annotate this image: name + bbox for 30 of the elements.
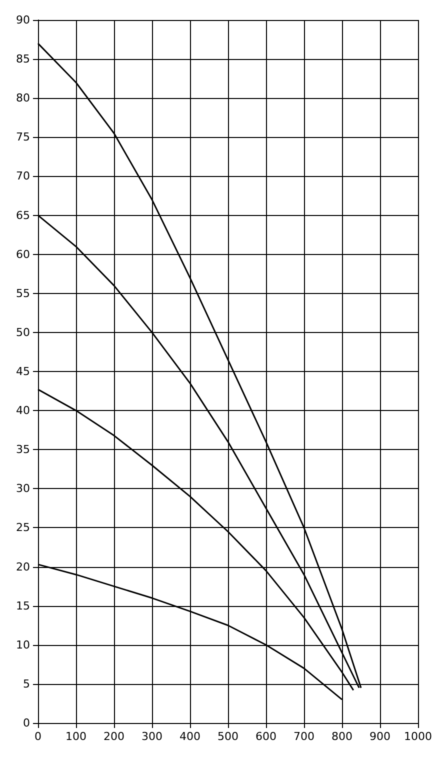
y-tick-label: 30 [16,482,30,496]
x-tick-label: 400 [180,730,200,743]
y-tick-label: 35 [16,443,30,456]
x-tick-label: 900 [370,730,391,743]
x-tick-label: 0 [34,730,42,743]
x-tick-label: 200 [104,730,124,743]
x-tick-label: 300 [142,730,162,743]
y-tick-label: 65 [16,208,30,222]
y-tick-label: 0 [23,716,30,730]
y-tick-label: 5 [23,677,30,690]
x-tick-label: 100 [66,730,86,743]
y-tick-label: 15 [16,599,30,612]
y-tick-label: 90 [16,14,30,26]
y-tick-label: 75 [16,130,30,144]
y-tick-label: 10 [16,638,30,652]
y-tick-label: 20 [16,560,30,574]
y-tick-label: 40 [16,404,30,418]
x-tick-label: 600 [256,730,276,743]
x-tick-label: 1000 [404,730,432,743]
x-tick-label: 800 [332,730,352,743]
y-tick-label: 45 [16,365,30,378]
y-tick-label: 70 [16,170,30,183]
y-tick-label: 60 [16,248,30,261]
y-tick-label: 25 [16,521,30,534]
y-tick-label: 55 [16,286,30,300]
y-tick-label: 80 [16,92,30,105]
y-tick-label: 50 [16,326,30,339]
x-tick-label: 700 [294,730,314,743]
y-tick-label: 85 [16,52,30,66]
x-tick-label: 500 [218,730,238,743]
